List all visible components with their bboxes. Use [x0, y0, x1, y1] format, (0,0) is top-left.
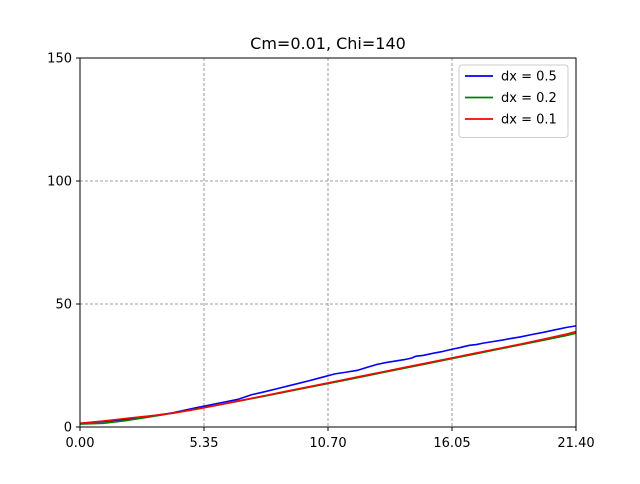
x-tick-label: 10.70 — [309, 436, 346, 451]
series-line-1 — [79, 325, 577, 425]
grid — [80, 58, 576, 427]
chart-title: Cm=0.01, Chi=140 — [250, 34, 406, 53]
y-tick-label: 50 — [55, 298, 72, 313]
axis-ticks: 0.00 5.35 10.70 16.05 21.40 0 50 100 150 — [47, 52, 594, 452]
x-tick-label: 0.00 — [66, 436, 95, 451]
legend-label: dx = 0.1 — [501, 113, 557, 128]
y-tick-label: 150 — [47, 52, 72, 67]
x-tick-label: 5.35 — [190, 436, 219, 451]
legend-label: dx = 0.2 — [501, 91, 557, 106]
x-tick-label: 16.05 — [433, 436, 470, 451]
x-tick-label: 21.40 — [557, 436, 594, 451]
series-line-3 — [79, 330, 577, 425]
y-tick-label: 100 — [47, 175, 72, 190]
legend-label: dx = 0.5 — [501, 70, 557, 85]
legend: dx = 0.5 dx = 0.2 dx = 0.1 — [458, 64, 569, 138]
y-tick-label: 0 — [64, 421, 72, 436]
series-lines — [79, 325, 577, 425]
